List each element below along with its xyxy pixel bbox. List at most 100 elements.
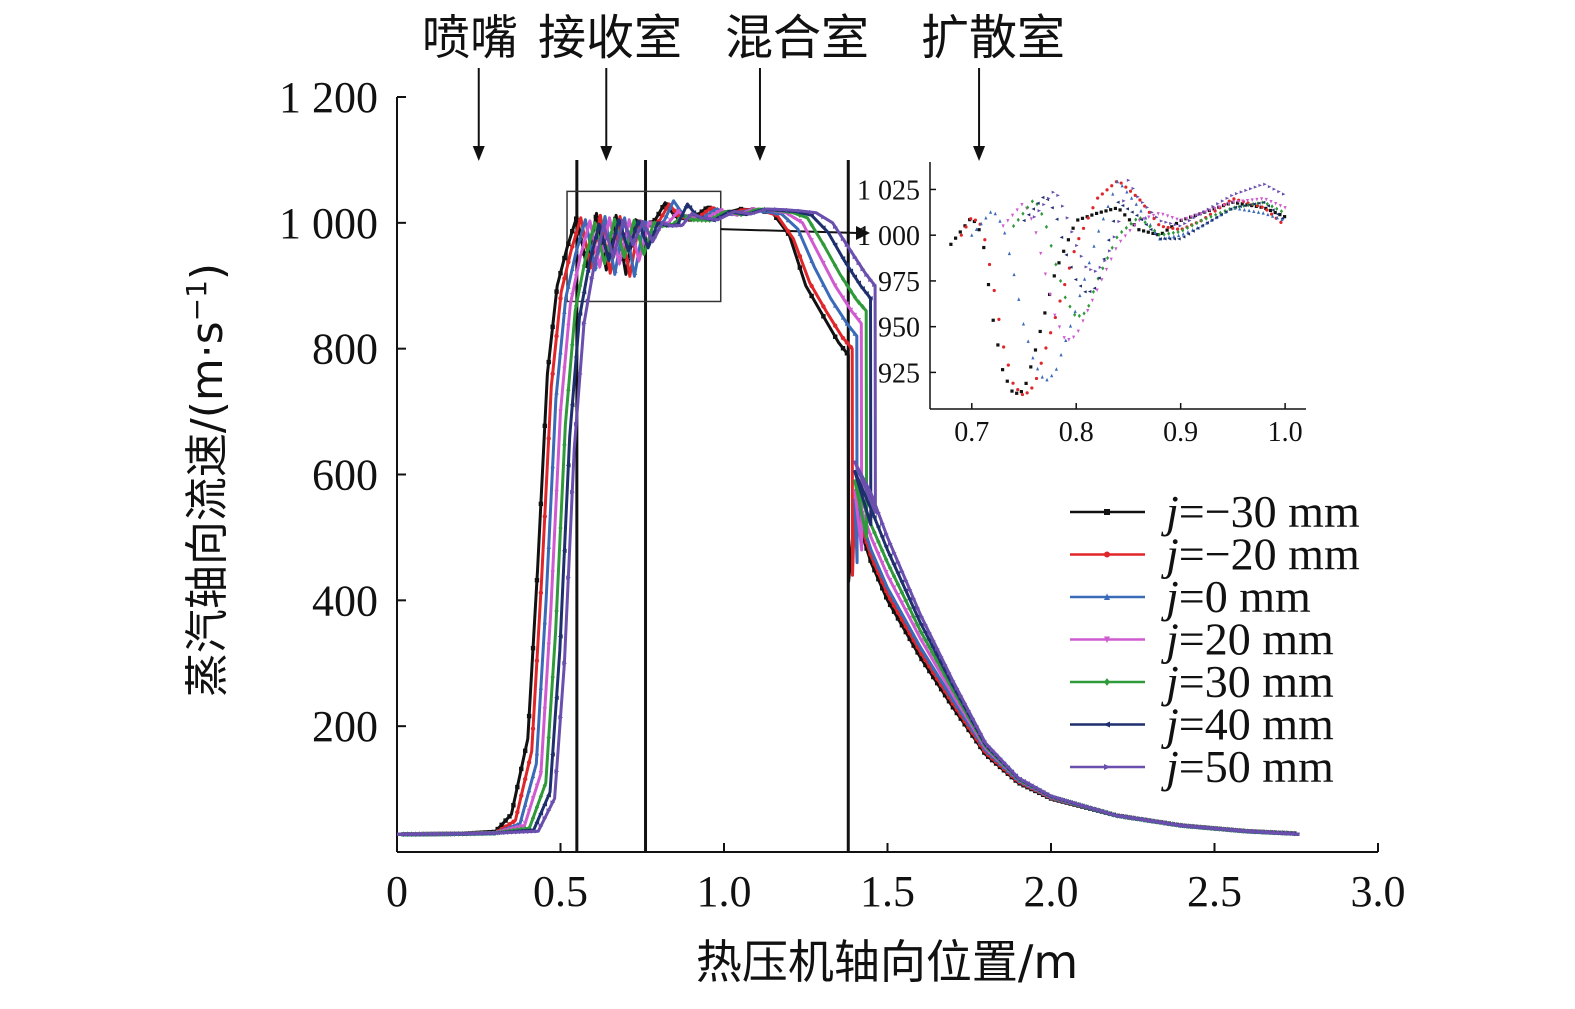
series-marker	[962, 701, 968, 706]
series-marker	[640, 248, 646, 254]
series-marker	[931, 674, 936, 680]
inset-series-marker	[969, 217, 973, 221]
series-marker	[553, 695, 559, 701]
series-marker	[895, 570, 901, 576]
series-marker	[573, 216, 579, 221]
series-marker	[1029, 782, 1035, 788]
inset-series-marker	[1057, 325, 1062, 329]
series-marker	[1158, 820, 1164, 825]
series-marker	[774, 215, 779, 220]
inset-series-marker	[1128, 229, 1132, 233]
legend-label-value: =40 mm	[1179, 699, 1334, 750]
inset-series-marker	[973, 218, 978, 222]
series-marker	[597, 224, 602, 229]
series-marker	[546, 436, 551, 441]
series-marker	[895, 581, 901, 588]
series-marker	[597, 230, 602, 235]
series-marker	[691, 212, 697, 217]
series-marker	[935, 658, 940, 665]
series-marker	[880, 573, 885, 578]
series-marker	[679, 223, 685, 228]
series-marker	[860, 286, 865, 291]
series-marker	[844, 301, 850, 307]
inset-series-marker	[1059, 235, 1064, 239]
inset-series-marker	[972, 219, 976, 224]
series-marker	[683, 204, 689, 209]
inset-series-marker	[1230, 193, 1234, 198]
inset-series-group	[1032, 178, 1286, 273]
inset-series-marker	[1073, 312, 1077, 317]
series-marker	[848, 248, 854, 254]
inset-series-marker	[1072, 250, 1076, 254]
series-marker	[1095, 807, 1101, 813]
series-marker	[503, 830, 509, 835]
series-marker	[715, 217, 721, 222]
inset-y-tick-label: 975	[878, 267, 920, 298]
inset-series-marker	[1158, 237, 1162, 241]
series-marker	[1099, 809, 1105, 814]
inset-series-marker	[1091, 206, 1095, 210]
series-marker	[864, 272, 870, 278]
series-marker	[515, 784, 520, 790]
series-marker	[954, 710, 960, 716]
series-marker	[636, 228, 642, 234]
inset-x-tick-label: 1.0	[1268, 417, 1303, 448]
series-marker	[903, 608, 909, 614]
series-marker	[946, 670, 952, 676]
inset-y-tick-label: 1 025	[857, 175, 920, 206]
inset-series-marker	[1257, 201, 1261, 205]
inset-series-marker	[1117, 219, 1121, 224]
legend-label-value: =30 mm	[1179, 656, 1334, 707]
inset-series-marker	[1162, 232, 1166, 237]
series-marker	[660, 220, 666, 226]
inset-series-marker	[1200, 223, 1205, 228]
series-marker	[1221, 826, 1227, 832]
series-marker	[958, 693, 964, 699]
series-marker	[707, 214, 712, 220]
inset-series-marker	[992, 288, 996, 293]
inset-series-marker	[977, 228, 981, 232]
inset-series-marker	[1236, 200, 1240, 204]
inset-series-marker	[1172, 234, 1176, 238]
series-marker	[601, 256, 606, 263]
series-marker	[1103, 810, 1109, 815]
series-marker	[750, 211, 756, 216]
series-marker	[872, 567, 877, 573]
series-marker	[852, 254, 858, 260]
series-marker	[613, 220, 618, 226]
series-marker	[848, 325, 854, 331]
series-marker	[1248, 829, 1254, 834]
inset-series-marker	[991, 318, 995, 322]
inset-series-marker	[1026, 339, 1030, 343]
series-marker	[683, 218, 689, 223]
legend-label: j=30 mm	[1161, 656, 1334, 707]
series-marker	[1119, 814, 1125, 819]
series-marker	[1033, 785, 1038, 790]
inset-series-marker	[1003, 230, 1007, 235]
inset-series-marker	[996, 343, 1000, 347]
series-marker	[570, 266, 575, 272]
legend-marker	[1104, 678, 1110, 686]
legend: j=−30 mmj=−20 mmj=0 mmj=20 mmj=30 mmj=40…	[1070, 486, 1360, 792]
series-marker	[612, 231, 618, 236]
series-marker	[464, 831, 469, 836]
series-marker	[903, 618, 909, 624]
legend-entry: j=40 mm	[1070, 699, 1334, 750]
series-marker	[676, 223, 681, 228]
series-marker	[695, 217, 701, 223]
series-marker	[895, 593, 901, 598]
inset-plot: 0.7 0.8 0.9 1.0 925 950 975 1 000 1 025	[857, 162, 1306, 448]
inset-series-marker	[1109, 208, 1113, 212]
inset-series-marker	[1139, 208, 1143, 213]
series-marker	[534, 783, 540, 789]
series-marker	[554, 769, 560, 774]
series-marker	[530, 815, 536, 821]
series-marker	[573, 421, 579, 427]
series-marker	[687, 215, 693, 222]
series-marker	[1056, 796, 1062, 801]
series-marker	[530, 645, 536, 651]
inset-series-marker	[1071, 226, 1075, 230]
series-marker	[840, 236, 846, 242]
series-marker	[1115, 813, 1121, 818]
series-marker	[872, 554, 877, 560]
